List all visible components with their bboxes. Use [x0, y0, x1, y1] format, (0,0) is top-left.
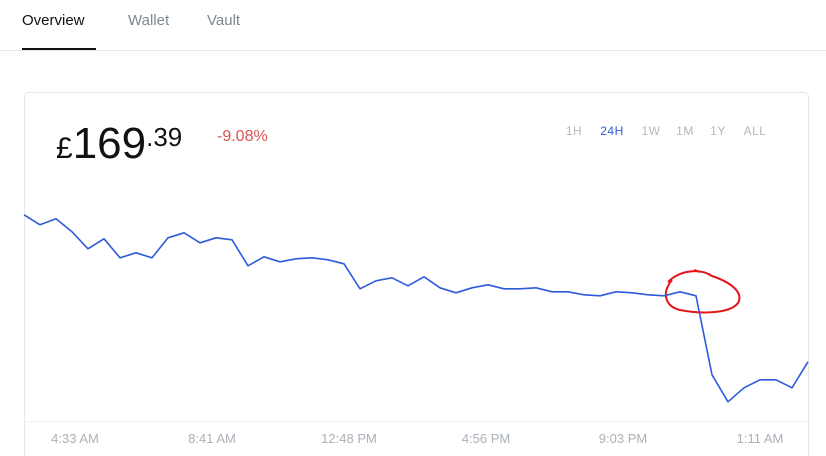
range-button[interactable]: 1W — [642, 124, 661, 138]
price-fraction: .39 — [146, 122, 182, 152]
tab[interactable]: Vault — [207, 12, 241, 29]
range-button[interactable]: 24H — [600, 124, 624, 138]
tab[interactable]: Overview — [22, 12, 85, 29]
x-tick-label: 4:56 PM — [462, 431, 510, 446]
price-whole: 169 — [73, 119, 146, 168]
range-button[interactable]: ALL — [744, 124, 767, 138]
x-tick-label: 8:41 AM — [188, 431, 236, 446]
tab[interactable]: Wallet — [128, 12, 170, 29]
chart-card — [24, 92, 809, 456]
x-tick-label: 12:48 PM — [321, 431, 377, 446]
range-button[interactable]: 1Y — [710, 124, 726, 138]
x-tick-label: 4:33 AM — [51, 431, 99, 446]
range-button[interactable]: 1M — [676, 124, 694, 138]
currency: £ — [56, 132, 73, 165]
x-tick-label: 1:11 AM — [737, 431, 784, 446]
annotation-circle — [664, 269, 741, 314]
range-button[interactable]: 1H — [566, 124, 582, 138]
price-line — [23, 214, 809, 403]
price-change: -9.08% — [217, 128, 268, 145]
price: £169.39 — [56, 119, 182, 168]
x-tick-label: 9:03 PM — [599, 431, 647, 446]
